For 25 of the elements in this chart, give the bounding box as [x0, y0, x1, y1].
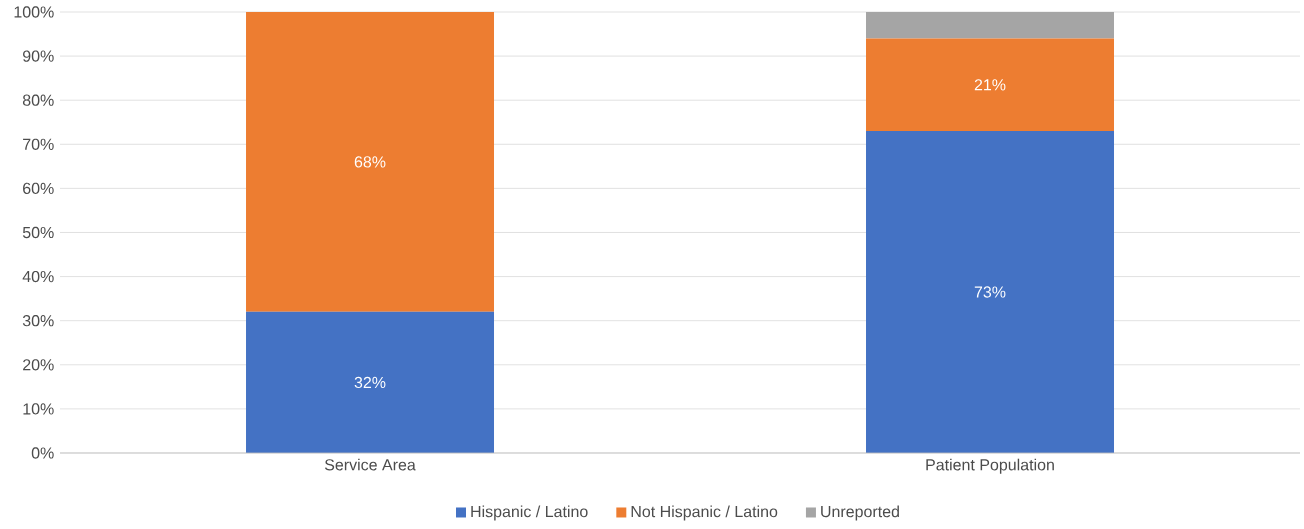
- data-label: 21%: [974, 79, 1006, 91]
- y-tick-label: 0%: [31, 447, 54, 459]
- x-tick-label: Service Area: [324, 458, 416, 471]
- y-tick-label: 20%: [23, 359, 54, 371]
- y-tick-label: 10%: [23, 403, 54, 415]
- y-tick-label: 90%: [23, 50, 54, 62]
- y-tick-label: 30%: [22, 315, 54, 327]
- legend-label: Unreported: [821, 505, 899, 521]
- bar: [866, 11, 1115, 39]
- y-tick-label: 70%: [23, 138, 54, 150]
- bar: [246, 11, 495, 312]
- y-tick-label: 60%: [23, 182, 54, 195]
- bar: [866, 38, 1115, 132]
- data-label: 73%: [974, 286, 1006, 298]
- y-tick-label: 100%: [14, 6, 54, 18]
- data-label: 68%: [354, 156, 386, 168]
- y-tick-label: 80%: [22, 94, 54, 106]
- data-label: 32%: [354, 376, 386, 389]
- legend-label: Not Hispanic / Latino: [631, 505, 778, 521]
- y-tick-label: 40%: [22, 270, 54, 283]
- y-tick-label: 50%: [22, 226, 54, 239]
- bar: [246, 311, 495, 453]
- x-tick-label: Patient Population: [926, 458, 1054, 474]
- legend-label: Hispanic / Latino: [471, 505, 588, 521]
- bar: [866, 131, 1115, 453]
